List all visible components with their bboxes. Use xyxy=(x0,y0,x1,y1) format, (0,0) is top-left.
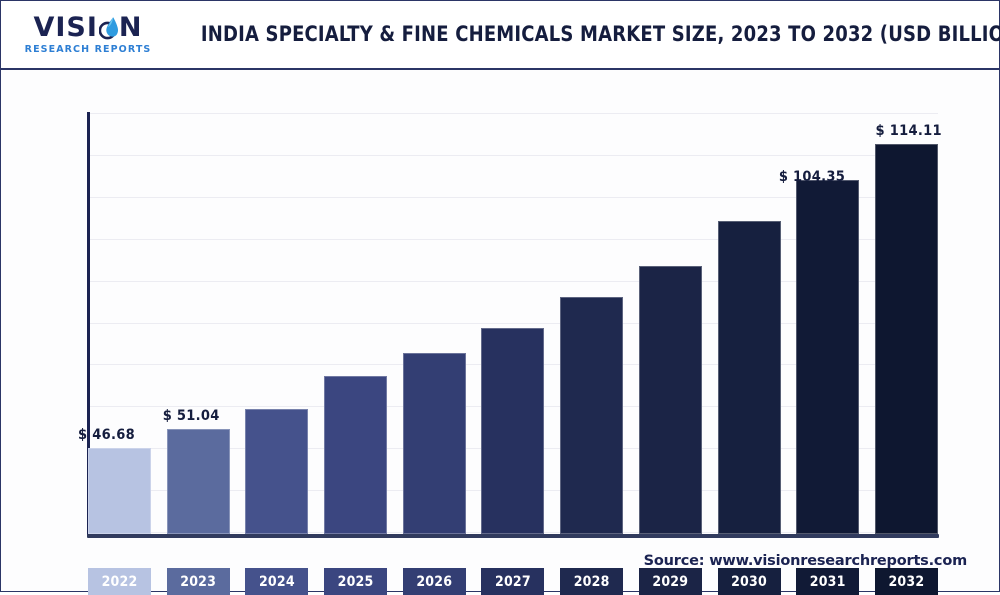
bar-value-label: $ 51.04 xyxy=(162,408,220,424)
bar-series: $ 46.68 $ 51.04 $ 104.35 $ 114.11 xyxy=(78,113,942,534)
year-chip-2028[interactable]: 2028 xyxy=(560,568,624,595)
bar[interactable] xyxy=(88,448,151,534)
bar-value-label: $ 46.68 xyxy=(78,427,135,443)
bar[interactable] xyxy=(560,297,624,534)
bar-column[interactable] xyxy=(245,113,309,534)
chart-container: $ 46.68 $ 51.04 $ 104.35 $ 114.11 2022 2023 2… xyxy=(1,70,999,595)
bar-column[interactable] xyxy=(638,113,702,534)
logo-wordmark-part2: N xyxy=(118,12,143,43)
bar-column[interactable]: $ 114.11 xyxy=(874,113,942,534)
page-header: VISI N RESEARCH REPORTS INDIA SPECIALTY … xyxy=(1,1,1000,70)
bar[interactable] xyxy=(796,180,860,534)
source-attribution: Source: www.visionresearchreports.com xyxy=(643,553,968,569)
gridline xyxy=(88,197,938,198)
water-droplet-icon xyxy=(98,16,118,40)
bar-column[interactable]: $ 46.68 xyxy=(78,113,151,534)
page-title: INDIA SPECIALTY & FINE CHEMICALS MARKET … xyxy=(200,22,1000,47)
bar-column[interactable] xyxy=(560,113,624,534)
year-chip-2024[interactable]: 2024 xyxy=(245,568,309,595)
bar[interactable] xyxy=(717,221,781,534)
logo-wordmark-part1: VISI xyxy=(33,12,98,43)
year-chip-2029[interactable]: 2029 xyxy=(638,568,702,595)
bar[interactable] xyxy=(481,328,545,534)
year-chip-2031[interactable]: 2031 xyxy=(796,568,860,595)
bar-column[interactable] xyxy=(402,113,466,534)
bar-column[interactable] xyxy=(481,113,545,534)
x-axis-line xyxy=(87,534,939,538)
y-axis-line xyxy=(87,112,90,535)
bar-value-label: $ 104.35 xyxy=(778,169,846,185)
gridline xyxy=(88,239,938,240)
year-chip-2030[interactable]: 2030 xyxy=(717,568,781,595)
bar[interactable] xyxy=(324,376,388,534)
bar-column[interactable] xyxy=(717,113,781,534)
gridline xyxy=(88,281,938,282)
bar-column[interactable]: $ 104.35 xyxy=(779,113,860,534)
year-chip-2025[interactable]: 2025 xyxy=(324,568,388,595)
bar-column[interactable] xyxy=(324,113,388,534)
gridline xyxy=(88,113,938,114)
bar[interactable] xyxy=(638,266,702,534)
gridline xyxy=(88,155,938,156)
bar[interactable] xyxy=(402,353,466,534)
year-chip-2023[interactable]: 2023 xyxy=(166,568,230,595)
bar[interactable] xyxy=(245,409,309,534)
bar-value-label: $ 114.11 xyxy=(875,123,942,139)
year-chip-2032[interactable]: 2032 xyxy=(874,568,938,595)
logo-tagline: RESEARCH REPORTS xyxy=(24,44,152,55)
bar[interactable] xyxy=(166,429,230,534)
brand-logo: VISI N RESEARCH REPORTS xyxy=(1,1,169,68)
year-chip-2026[interactable]: 2026 xyxy=(402,568,466,595)
logo-wordmark: VISI N xyxy=(33,14,142,41)
bar[interactable] xyxy=(874,144,938,534)
gridline xyxy=(88,323,938,324)
bar-column[interactable]: $ 51.04 xyxy=(163,113,230,534)
year-chip-2022[interactable]: 2022 xyxy=(88,568,151,595)
year-chip-2027[interactable]: 2027 xyxy=(481,568,545,595)
year-legend: 2022 2023 2024 2025 2026 2027 2028 2029 2030 2031… xyxy=(88,568,938,595)
